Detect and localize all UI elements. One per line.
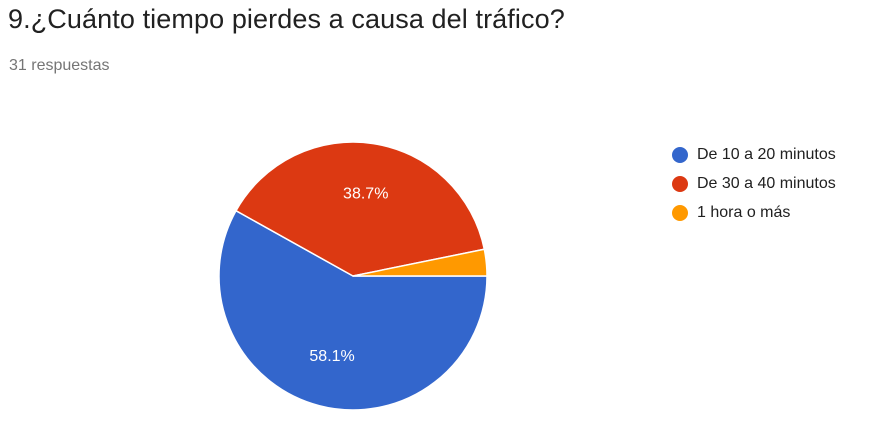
question-title: 9.¿Cuánto tiempo pierdes a causa del trá… (8, 4, 565, 34)
chart-legend: De 10 a 20 minutos De 30 a 40 minutos 1 ho… (672, 140, 836, 227)
legend-item: De 10 a 20 minutos (672, 140, 836, 169)
response-count: 31 respuestas (9, 57, 110, 74)
legend-swatch-icon (672, 146, 688, 163)
pie-slice-1 (218, 209, 488, 411)
legend-label: De 10 a 20 minutos (697, 145, 836, 163)
legend-label: 1 hora o más (697, 203, 791, 221)
pie-slices (218, 141, 488, 411)
pie-slice-labels: 58.1% 38.7% (309, 185, 388, 365)
legend-item: 1 hora o más (672, 198, 836, 227)
pie-slice-label-2: 38.7% (343, 185, 388, 202)
pie-slice-3 (352, 248, 488, 277)
pie-slice-2 (235, 141, 486, 277)
legend-swatch-icon (672, 175, 688, 192)
legend-swatch-icon (672, 204, 688, 221)
legend-item: De 30 a 40 minutos (672, 169, 836, 198)
legend-label: De 30 a 40 minutos (697, 174, 836, 192)
pie-slice-label-1: 58.1% (309, 348, 354, 365)
